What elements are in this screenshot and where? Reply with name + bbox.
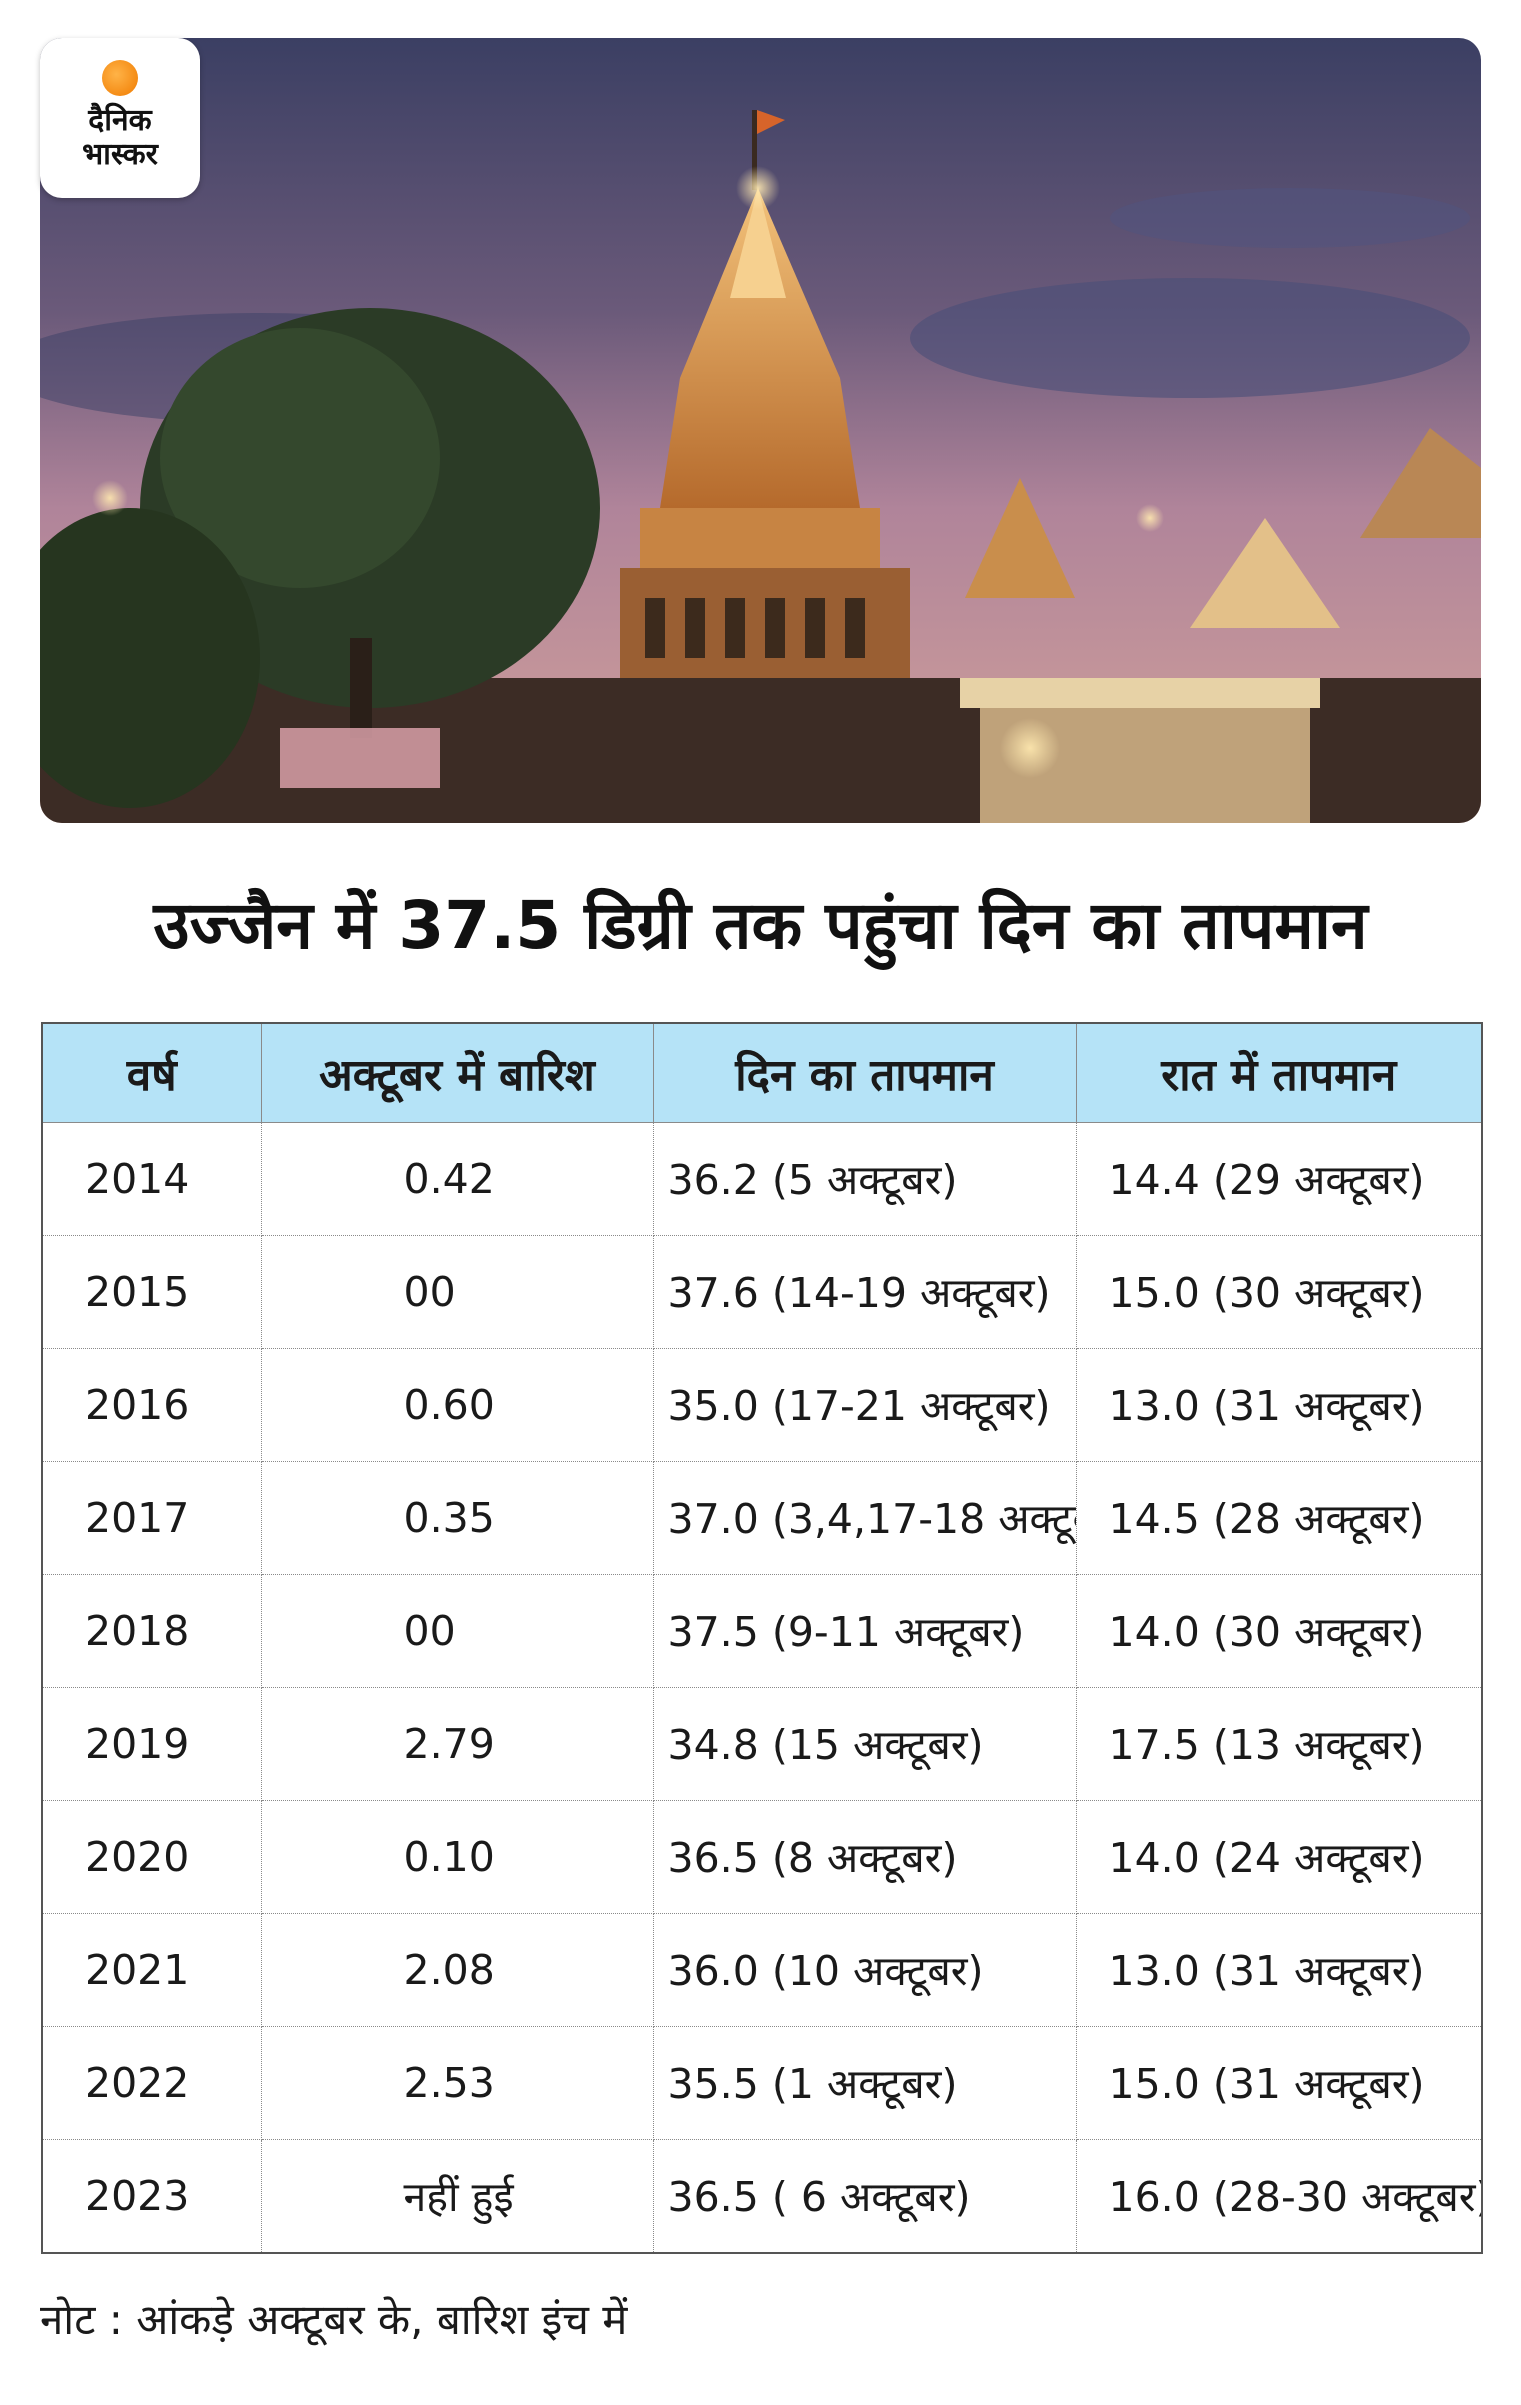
- cell-year: 2022: [41, 2026, 262, 2140]
- cell-night-temp: 17.5 (13 अक्टूबर): [1075, 1687, 1483, 1801]
- cell-year: 2020: [41, 1800, 262, 1914]
- column-header-night-temp: रात में तापमान: [1075, 1022, 1483, 1123]
- table-row: 2020 0.10 36.5 (8 अक्टूबर) 14.0 (24 अक्टूबर…: [41, 1800, 1483, 1914]
- cell-day-temp: 35.5 (1 अक्टूबर): [652, 2026, 1077, 2140]
- dainik-bhaskar-logo: दैनिक भास्कर: [40, 38, 200, 198]
- cell-day-temp: 37.6 (14-19 अक्टूबर): [652, 1235, 1077, 1349]
- cell-day-temp: 35.0 (17-21 अक्टूबर): [652, 1348, 1077, 1462]
- cell-year: 2016: [41, 1348, 262, 1462]
- table-row: 2021 2.08 36.0 (10 अक्टूबर) 13.0 (31 अक्टूब…: [41, 1913, 1483, 2027]
- logo-text-line1: दैनिक: [88, 103, 152, 138]
- table-body: 2014 0.42 36.2 (5 अक्टूबर) 14.4 (29 अक्टूबर…: [41, 1122, 1483, 2254]
- table-header-row: वर्ष अक्टूबर में बारिश दिन का तापमान रात…: [41, 1022, 1483, 1123]
- headline: उज्जैन में 37.5 डिग्री तक पहुंचा दिन का …: [153, 887, 1368, 964]
- cell-rain: 0.10: [260, 1800, 654, 1914]
- table-row: 2016 0.60 35.0 (17-21 अक्टूबर) 13.0 (31 अक्…: [41, 1348, 1483, 1462]
- cell-rain: 2.08: [260, 1913, 654, 2027]
- table-row: 2018 00 37.5 (9-11 अक्टूबर) 14.0 (30 अक्टूब…: [41, 1574, 1483, 1688]
- cell-day-temp: 36.2 (5 अक्टूबर): [652, 1122, 1077, 1236]
- cell-rain: 0.42: [260, 1122, 654, 1236]
- footnote: नोट : आंकड़े अक्टूबर के, बारिश इंच में: [40, 2295, 628, 2344]
- cell-night-temp: 13.0 (31 अक्टूबर): [1075, 1348, 1483, 1462]
- cell-night-temp: 14.5 (28 अक्टूबर): [1075, 1461, 1483, 1575]
- cell-year: 2021: [41, 1913, 262, 2027]
- cell-night-temp: 13.0 (31 अक्टूबर): [1075, 1913, 1483, 2027]
- cell-night-temp: 14.0 (30 अक्टूबर): [1075, 1574, 1483, 1688]
- cell-rain: 00: [260, 1235, 654, 1349]
- cell-day-temp: 36.0 (10 अक्टूबर): [652, 1913, 1077, 2027]
- table-row: 2019 2.79 34.8 (15 अक्टूबर) 17.5 (13 अक्टूब…: [41, 1687, 1483, 1801]
- cell-year: 2019: [41, 1687, 262, 1801]
- cell-rain: 0.35: [260, 1461, 654, 1575]
- cell-night-temp: 15.0 (30 अक्टूबर): [1075, 1235, 1483, 1349]
- cell-year: 2023: [41, 2139, 262, 2254]
- sun-icon: [102, 60, 138, 96]
- table-row: 2022 2.53 35.5 (1 अक्टूबर) 15.0 (31 अक्टूबर…: [41, 2026, 1483, 2140]
- cell-night-temp: 14.4 (29 अक्टूबर): [1075, 1122, 1483, 1236]
- table-row: 2014 0.42 36.2 (5 अक्टूबर) 14.4 (29 अक्टूबर…: [41, 1122, 1483, 1236]
- cell-day-temp: 36.5 (8 अक्टूबर): [652, 1800, 1077, 1914]
- cell-rain: 0.60: [260, 1348, 654, 1462]
- cell-year: 2017: [41, 1461, 262, 1575]
- cell-year: 2015: [41, 1235, 262, 1349]
- table-row: 2015 00 37.6 (14-19 अक्टूबर) 15.0 (30 अक्टू…: [41, 1235, 1483, 1349]
- column-header-year: वर्ष: [41, 1022, 262, 1123]
- table-row: 2023 नहीं हुई 36.5 ( 6 अक्टूबर) 16.0 (28-30…: [41, 2139, 1483, 2254]
- cell-rain: नहीं हुई: [260, 2139, 654, 2254]
- temple-photo: [40, 38, 1481, 823]
- cell-day-temp: 36.5 ( 6 अक्टूबर): [652, 2139, 1077, 2254]
- cell-night-temp: 15.0 (31 अक्टूबर): [1075, 2026, 1483, 2140]
- cell-night-temp: 16.0 (28-30 अक्टूबर): [1075, 2139, 1483, 2254]
- cell-year: 2018: [41, 1574, 262, 1688]
- cell-rain: 2.53: [260, 2026, 654, 2140]
- cell-day-temp: 37.5 (9-11 अक्टूबर): [652, 1574, 1077, 1688]
- cell-rain: 2.79: [260, 1687, 654, 1801]
- cell-year: 2014: [41, 1122, 262, 1236]
- column-header-rain: अक्टूबर में बारिश: [260, 1022, 654, 1123]
- cell-rain: 00: [260, 1574, 654, 1688]
- cell-night-temp: 14.0 (24 अक्टूबर): [1075, 1800, 1483, 1914]
- temperature-table: वर्ष अक्टूबर में बारिश दिन का तापमान रात…: [41, 1022, 1483, 2254]
- cell-day-temp: 37.0 (3,4,17-18 अक्टूबर): [652, 1461, 1077, 1575]
- temple-illustration: [40, 38, 1481, 823]
- column-header-day-temp: दिन का तापमान: [652, 1022, 1077, 1123]
- cell-day-temp: 34.8 (15 अक्टूबर): [652, 1687, 1077, 1801]
- logo-text-line2: भास्कर: [82, 137, 158, 172]
